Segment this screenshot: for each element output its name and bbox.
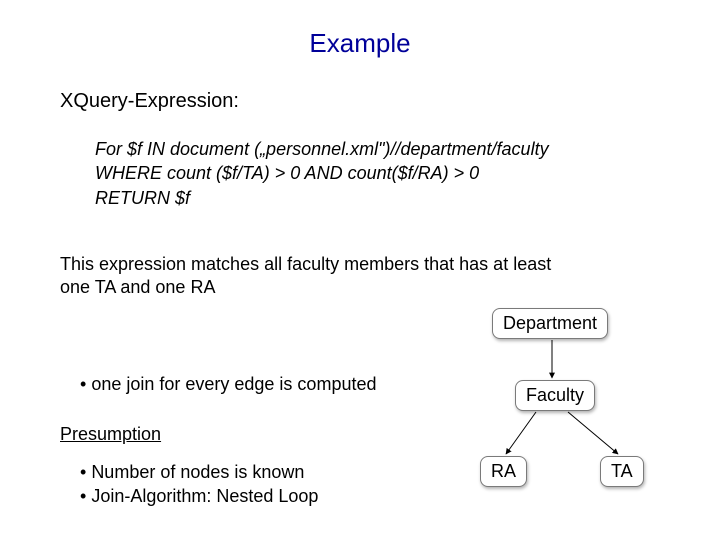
presumption-heading: Presumption	[60, 424, 161, 445]
presumption-bullets: Number of nodes is known Join-Algorithm:…	[80, 460, 318, 509]
page-title: Example	[0, 28, 720, 59]
description-line-2: one TA and one RA	[60, 276, 620, 299]
code-block: For $f IN document („personnel.xml")//de…	[95, 137, 549, 210]
presumption-bullet-1: Number of nodes is known	[80, 460, 318, 484]
description: This expression matches all faculty memb…	[60, 253, 620, 300]
tree-edge-faculty-ta	[568, 412, 618, 454]
code-line-3: RETURN $f	[95, 186, 549, 210]
xquery-heading: XQuery-Expression:	[60, 90, 239, 113]
tree-edge-faculty-ra	[506, 412, 536, 454]
tree-node-department: Department	[492, 308, 608, 339]
tree-node-ta: TA	[600, 456, 644, 487]
bullet-join: one join for every edge is computed	[80, 374, 376, 395]
tree-node-faculty: Faculty	[515, 380, 595, 411]
tree-node-ra: RA	[480, 456, 527, 487]
description-line-1: This expression matches all faculty memb…	[60, 253, 620, 276]
presumption-bullet-2: Join-Algorithm: Nested Loop	[80, 484, 318, 508]
code-line-1: For $f IN document („personnel.xml")//de…	[95, 137, 549, 161]
code-line-2: WHERE count ($f/TA) > 0 AND count($f/RA)…	[95, 161, 549, 185]
